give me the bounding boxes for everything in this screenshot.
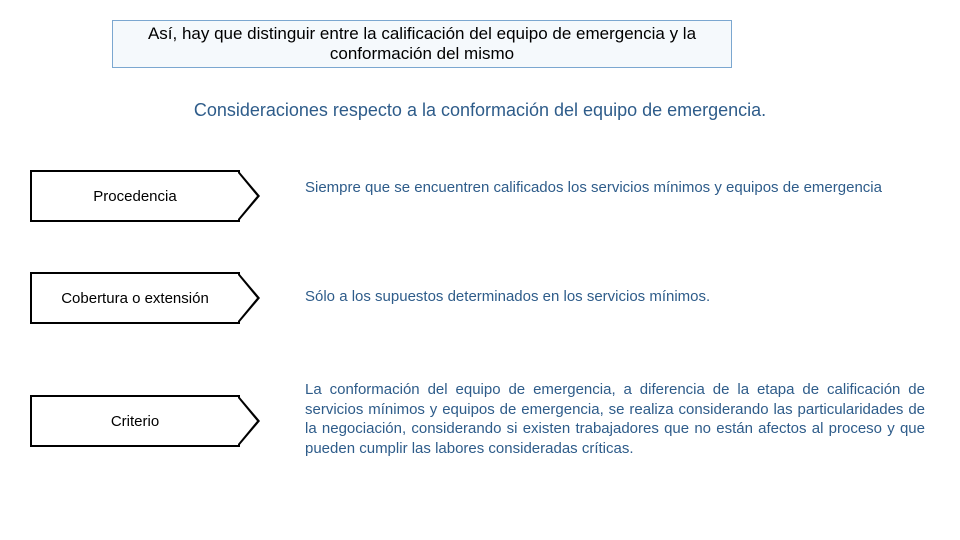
arrow-label: Cobertura o extensión — [61, 290, 209, 307]
desc-text: Siempre que se encuentren calificados lo… — [305, 179, 882, 196]
subtitle-text: Consideraciones respecto a la conformaci… — [194, 100, 766, 120]
header-text: Así, hay que distinguir entre la calific… — [113, 24, 731, 64]
arrow-box-cobertura: Cobertura o extensión — [30, 272, 240, 324]
desc-procedencia: Siempre que se encuentren calificados lo… — [305, 178, 925, 198]
desc-cobertura: Sólo a los supuestos determinados en los… — [305, 287, 925, 307]
arrow-label: Procedencia — [93, 188, 176, 205]
header-box: Así, hay que distinguir entre la calific… — [112, 20, 732, 68]
subtitle: Consideraciones respecto a la conformaci… — [150, 100, 810, 121]
arrow-box-procedencia: Procedencia — [30, 170, 240, 222]
arrow-label: Criterio — [111, 413, 159, 430]
desc-text: La conformación del equipo de emergencia… — [305, 381, 925, 457]
desc-criterio: La conformación del equipo de emergencia… — [305, 380, 925, 458]
arrow-box-criterio: Criterio — [30, 395, 240, 447]
desc-text: Sólo a los supuestos determinados en los… — [305, 288, 710, 305]
